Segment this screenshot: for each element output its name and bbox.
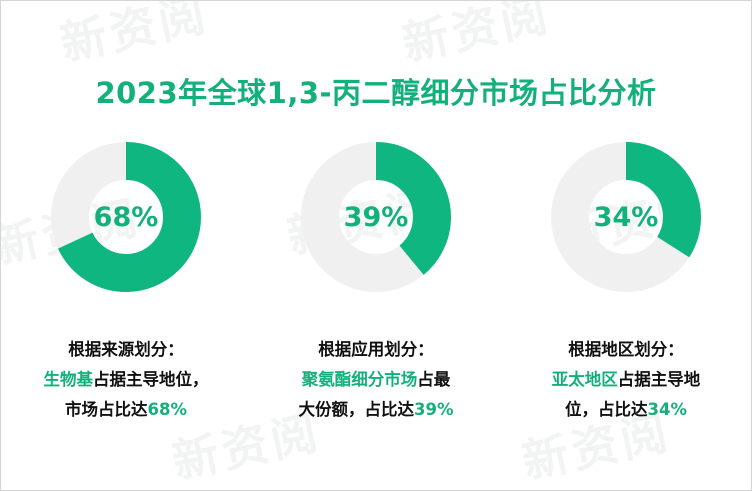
page-title: 2023年全球1,3-丙二醇细分市场占比分析 <box>95 76 657 111</box>
title-row: 2023年全球1,3-丙二醇细分市场占比分析 <box>1 51 751 132</box>
caption-highlight-value: 34% <box>647 400 688 419</box>
caption-line-3: 位，占比达34% <box>552 395 701 425</box>
caption-line-2: 亚太地区占据主导地 <box>552 365 701 395</box>
donut-svg <box>51 142 201 292</box>
caption-source: 根据来源划分： 生物基占据主导地位， 市场占比达68% <box>44 335 209 425</box>
donut-card-source: 68% 根据来源划分： 生物基占据主导地位， 市场占比达68% <box>11 141 241 425</box>
donut-value-label: 39% <box>343 201 409 233</box>
caption-text: 占据主导地 <box>617 370 701 389</box>
donut-value-label: 68% <box>93 201 159 233</box>
donut-arc <box>301 142 451 292</box>
caption-region: 根据地区划分： 亚太地区占据主导地 位，占比达34% <box>552 335 701 425</box>
caption-text: 大份额，占比达 <box>298 400 415 419</box>
caption-text: 占最 <box>417 370 451 389</box>
caption-line-1: 根据应用划分： <box>318 340 434 359</box>
caption-text: 市场占比达 <box>65 400 148 419</box>
caption-line-3: 市场占比达68% <box>44 395 209 425</box>
caption-highlight: 亚太地区 <box>551 370 618 389</box>
caption-line-3: 大份额，占比达39% <box>299 395 454 425</box>
donut-arc <box>51 142 201 292</box>
caption-line-2: 聚氨酯细分市场占最 <box>299 365 454 395</box>
donut-chart-source: 68% <box>50 141 202 293</box>
caption-text: 占据主导地位， <box>93 370 209 389</box>
caption-highlight: 生物基 <box>43 370 94 389</box>
donut-svg <box>551 142 701 292</box>
caption-application: 根据应用划分： 聚氨酯细分市场占最 大份额，占比达39% <box>299 335 454 425</box>
caption-line-2: 生物基占据主导地位， <box>44 365 209 395</box>
donut-card-region: 34% 根据地区划分： 亚太地区占据主导地 位，占比达34% <box>511 141 741 425</box>
donut-card-application: 39% 根据应用划分： 聚氨酯细分市场占最 大份额，占比达39% <box>261 141 491 425</box>
caption-highlight: 聚氨酯细分市场 <box>301 370 418 389</box>
caption-line-1: 根据地区划分： <box>568 340 684 359</box>
donut-chart-region: 34% <box>550 141 702 293</box>
donut-card-group: 68% 根据来源划分： 生物基占据主导地位， 市场占比达68% 39% 根据应用… <box>1 141 751 425</box>
caption-line-1: 根据来源划分： <box>68 340 184 359</box>
donut-arc <box>551 142 701 292</box>
caption-highlight-value: 39% <box>414 400 454 419</box>
donut-value-label: 34% <box>593 201 659 233</box>
caption-highlight-value: 68% <box>147 400 188 419</box>
donut-chart-application: 39% <box>300 141 452 293</box>
caption-text: 位，占比达 <box>565 400 648 419</box>
donut-svg <box>301 142 451 292</box>
